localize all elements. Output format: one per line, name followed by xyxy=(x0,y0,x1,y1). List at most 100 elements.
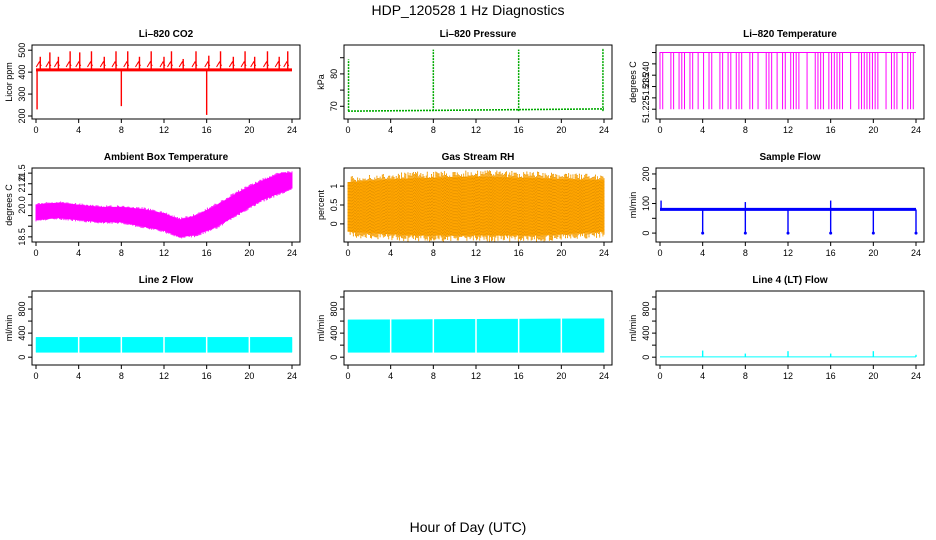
series-blip xyxy=(250,60,257,68)
y-tick-label: 0 xyxy=(641,231,651,236)
shared-x-axis-label: Hour of Day (UTC) xyxy=(409,519,527,535)
x-tick-label: 16 xyxy=(826,248,836,258)
x-tick-label: 4 xyxy=(700,371,705,381)
series-blip xyxy=(123,60,130,68)
x-tick-label: 4 xyxy=(700,125,705,135)
panel-title: Line 2 Flow xyxy=(139,275,194,286)
x-tick-label: 20 xyxy=(556,248,566,258)
panel-7: Line 2 Flow ml/min 0 4 8 12 16 20 24 0 400 800 xyxy=(4,275,301,381)
series-noise-dots xyxy=(347,170,605,243)
y-axis-label: degrees C xyxy=(4,184,14,226)
series-point xyxy=(786,231,790,235)
series xyxy=(347,317,605,354)
y-tick-label: 200 xyxy=(17,108,27,123)
series-blip xyxy=(53,60,60,68)
x-tick-label: 12 xyxy=(159,125,169,135)
x-tick-label: 20 xyxy=(868,248,878,258)
x-tick-label: 0 xyxy=(345,248,350,258)
panel-title: Li–820 Temperature xyxy=(743,29,837,40)
series xyxy=(35,335,293,354)
x-tick-label: 16 xyxy=(826,125,836,135)
series-blip xyxy=(274,60,281,68)
plot-frame xyxy=(343,290,613,366)
panel-2: Li–820 Pressure kPa 0 4 8 12 16 20 24 70 80 xyxy=(316,29,613,135)
series xyxy=(347,48,605,112)
x-tick-label: 8 xyxy=(119,125,124,135)
series-line xyxy=(659,52,916,110)
series-point xyxy=(914,231,918,235)
y-tick-label: 800 xyxy=(329,302,339,317)
y-axis-label: Licor ppm xyxy=(4,62,14,102)
y-tick-label: 0 xyxy=(329,355,339,360)
y-tick-label: 51.235 xyxy=(641,73,651,101)
page-title: HDP_120528 1 Hz Diagnostics xyxy=(371,2,565,18)
series-point xyxy=(871,231,875,235)
series-blip xyxy=(228,60,235,68)
x-tick-label: 0 xyxy=(345,371,350,381)
series xyxy=(35,51,292,115)
series xyxy=(35,171,293,239)
y-tick-label: 400 xyxy=(17,65,27,80)
x-tick-label: 0 xyxy=(657,248,662,258)
x-tick-label: 0 xyxy=(657,371,662,381)
y-tick-label: 400 xyxy=(17,326,27,341)
plot-frame xyxy=(655,44,925,120)
series-blip xyxy=(45,60,52,68)
x-tick-label: 12 xyxy=(159,371,169,381)
y-axis-label: degrees C xyxy=(628,61,638,103)
series xyxy=(660,200,918,235)
panel-title: Li–820 Pressure xyxy=(440,29,517,40)
y-tick-label: 80 xyxy=(329,69,339,79)
panel-3: Li–820 Temperature degrees C 0 4 8 12 16 20 24 51… xyxy=(628,29,925,135)
series-blip xyxy=(167,60,173,68)
panel-title: Gas Stream RH xyxy=(442,152,515,163)
series-blip xyxy=(263,60,269,68)
panel-4: Ambient Box Temperature degrees C 0 4 8 12 16 2… xyxy=(4,152,301,258)
x-tick-label: 12 xyxy=(159,248,169,258)
x-tick-label: 20 xyxy=(244,371,254,381)
x-tick-label: 20 xyxy=(556,371,566,381)
panel-1: Li–820 CO2 Licor ppm 0 4 8 12 16 20 24 200 300 400 5… xyxy=(4,29,301,135)
x-tick-label: 12 xyxy=(471,371,481,381)
x-tick-label: 0 xyxy=(345,125,350,135)
y-tick-label: 400 xyxy=(329,326,339,341)
x-tick-label: 8 xyxy=(119,248,124,258)
series-blip xyxy=(111,60,118,68)
y-axis-label: ml/min xyxy=(316,315,326,342)
y-tick-label: 20.0 xyxy=(17,196,27,214)
x-tick-label: 4 xyxy=(388,125,393,135)
y-axis-label: kPa xyxy=(316,74,326,90)
plot-frame xyxy=(31,44,301,120)
x-tick-label: 8 xyxy=(743,371,748,381)
series-blip xyxy=(240,60,247,68)
x-tick-label: 12 xyxy=(783,125,793,135)
series xyxy=(659,52,916,110)
panel-8: Line 3 Flow ml/min 0 4 8 12 16 20 24 0 400 800 xyxy=(316,275,613,381)
series-point xyxy=(701,231,705,235)
plot-frame xyxy=(31,290,301,366)
x-tick-label: 24 xyxy=(599,371,609,381)
x-tick-label: 4 xyxy=(76,371,81,381)
series-blip xyxy=(87,60,93,68)
x-tick-label: 8 xyxy=(431,248,436,258)
y-tick-label: 300 xyxy=(17,87,27,102)
y-axis-label: ml/min xyxy=(628,315,638,342)
x-tick-label: 16 xyxy=(202,248,212,258)
x-tick-label: 8 xyxy=(743,125,748,135)
series-blip xyxy=(146,60,153,68)
panel-9: Line 4 (LT) Flow ml/min 0 4 8 12 16 20 24 0 400 800 xyxy=(628,275,925,381)
series-blip xyxy=(135,60,141,68)
x-tick-label: 24 xyxy=(911,371,921,381)
y-tick-label: 51.240 xyxy=(641,61,651,89)
y-tick-label: 400 xyxy=(641,326,651,341)
x-tick-label: 4 xyxy=(700,248,705,258)
y-tick-label: 500 xyxy=(17,43,27,58)
series-baseline xyxy=(347,108,605,112)
series-blip xyxy=(191,60,198,68)
series-noise xyxy=(35,171,293,239)
x-tick-label: 8 xyxy=(119,371,124,381)
x-tick-label: 20 xyxy=(244,248,254,258)
panel-6: Sample Flow ml/min 0 4 8 12 16 20 24 0 100 200 xyxy=(628,152,925,258)
x-tick-label: 8 xyxy=(431,371,436,381)
